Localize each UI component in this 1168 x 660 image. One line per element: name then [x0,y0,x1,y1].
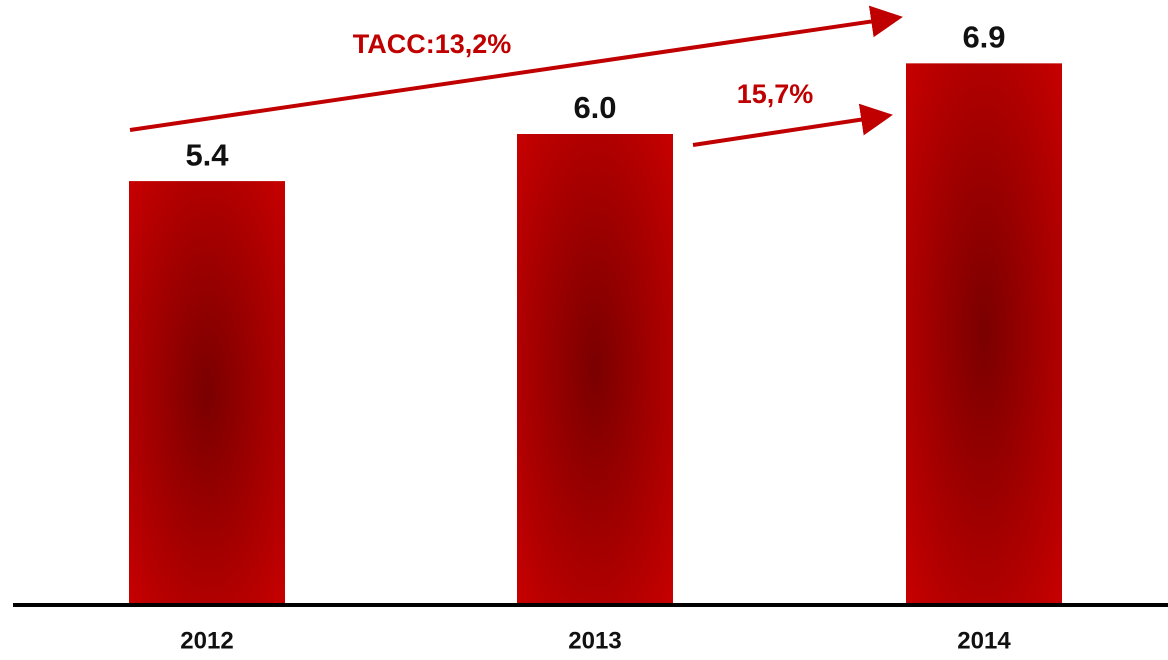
value-label: 6.0 [573,90,616,125]
value-label: 6.9 [962,20,1005,55]
cagr-annotation: TACC:13,2% [353,29,512,59]
growth-annotation: 15,7% [737,79,814,109]
bar [517,134,673,605]
growth-arrow [692,103,893,147]
x-tick-label: 2013 [568,627,621,654]
bar [129,181,285,605]
x-tick-label: 2012 [180,627,233,654]
bar [906,63,1062,606]
cagr-arrow [129,5,903,132]
x-tick-label: 2014 [957,627,1011,654]
value-label: 5.4 [185,137,229,172]
